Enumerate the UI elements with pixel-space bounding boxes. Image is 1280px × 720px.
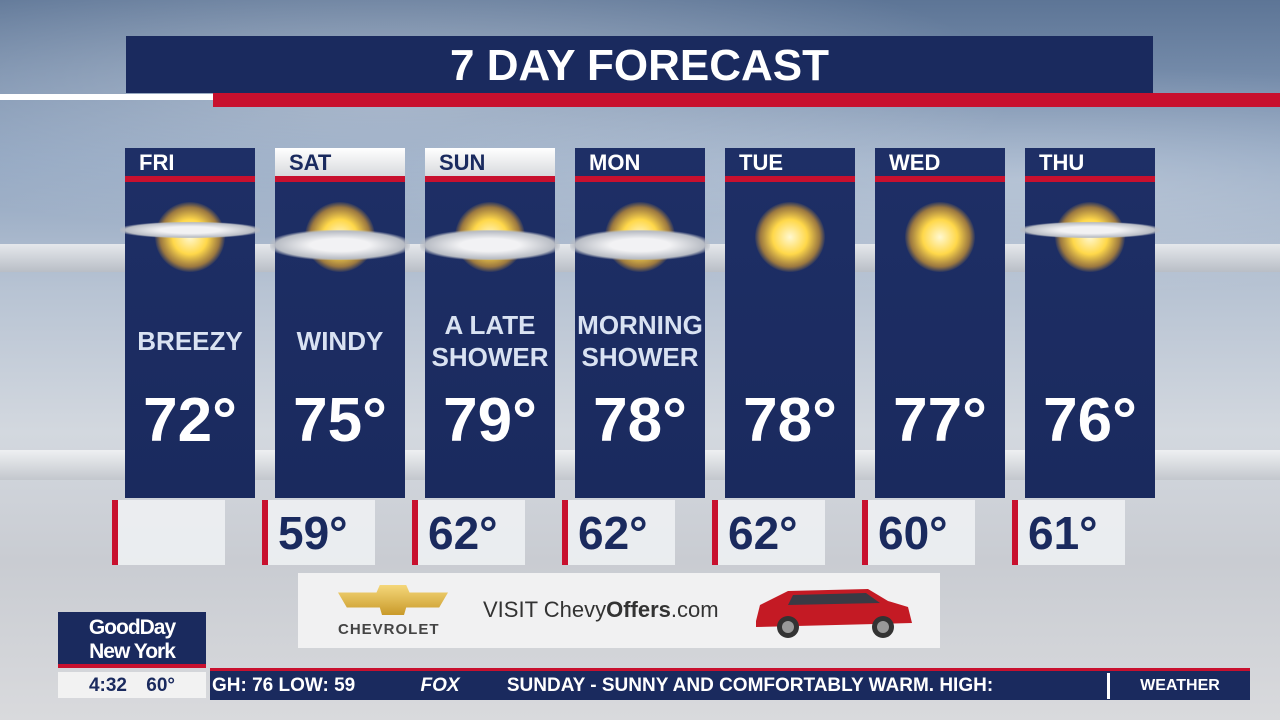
condition-text: MORNING SHOWER xyxy=(577,310,703,372)
show-logo: GoodDay New York xyxy=(58,612,206,668)
low-temp: 60° xyxy=(862,500,975,565)
condition-text xyxy=(1025,296,1155,386)
partly-cloudy-sun-icon xyxy=(1020,182,1160,302)
divider xyxy=(725,176,855,182)
sun-icon xyxy=(725,182,855,302)
low-temp: 61° xyxy=(1012,500,1125,565)
low-temp: 62° xyxy=(562,500,675,565)
high-temp: 78° xyxy=(743,386,837,455)
day-label: THU xyxy=(1039,150,1085,175)
ad-text: VISIT ChevyOffers.com xyxy=(483,597,719,622)
low-temp: 62° xyxy=(412,500,525,565)
divider xyxy=(213,93,1280,107)
condition-text xyxy=(875,296,1005,386)
condition-text: BREEZY xyxy=(137,326,243,356)
low-temp xyxy=(112,500,225,565)
day-label: WED xyxy=(889,150,941,175)
condition-text xyxy=(725,296,855,386)
low-temp: 62° xyxy=(712,500,825,565)
divider xyxy=(425,176,555,182)
condition-text: WINDY xyxy=(296,326,384,356)
high-temp: 72° xyxy=(143,386,237,455)
ticker-label: WEATHER xyxy=(1110,671,1250,700)
divider xyxy=(0,94,213,100)
divider xyxy=(275,176,405,182)
time-temp: 4:32 60° xyxy=(58,672,206,698)
forecast-day-fri: FRI BREEZY 72° xyxy=(120,148,260,498)
partly-cloudy-sun-icon xyxy=(120,182,260,302)
forecast-day-mon: MON MORNING SHOWER 78° xyxy=(570,148,710,498)
forecast-day-sat: SAT WINDY 75° xyxy=(270,148,410,498)
sun-icon xyxy=(875,182,1005,302)
forecast-day-sun: SUN A LATE SHOWER 79° xyxy=(420,148,560,498)
forecast-day-wed: WED 77° xyxy=(875,148,1005,498)
divider xyxy=(1107,673,1110,699)
fox-logo: FOX xyxy=(420,675,460,696)
day-label: MON xyxy=(589,150,641,175)
forecast-day-thu: THU 76° xyxy=(1020,148,1160,498)
high-temp: 77° xyxy=(893,386,987,455)
forecast-day-tue: TUE 78° xyxy=(725,148,855,498)
divider xyxy=(1025,176,1155,182)
high-temp: 75° xyxy=(293,386,387,455)
chevrolet-logo-icon xyxy=(338,585,448,615)
news-ticker: GH: 76 LOW: 59 FOX SUNDAY - SUNNY AND CO… xyxy=(210,668,1250,700)
high-temp: 76° xyxy=(1043,386,1137,455)
day-label: TUE xyxy=(739,150,783,175)
ad-brand: CHEVROLET xyxy=(338,621,440,638)
divider xyxy=(875,176,1005,182)
page-title: 7 DAY FORECAST xyxy=(126,36,1153,93)
day-label: SUN xyxy=(425,148,555,176)
high-temp: 79° xyxy=(443,386,537,455)
advertisement[interactable]: CHEVROLET VISIT ChevyOffers.com xyxy=(298,573,940,648)
low-temp: 59° xyxy=(262,500,375,565)
day-label: SAT xyxy=(275,148,405,176)
mostly-cloudy-sun-icon xyxy=(420,182,560,302)
divider xyxy=(125,176,255,182)
mostly-cloudy-sun-icon xyxy=(270,182,410,302)
condition-text: A LATE SHOWER xyxy=(431,310,549,372)
high-temp: 78° xyxy=(593,386,687,455)
divider xyxy=(575,176,705,182)
day-label: FRI xyxy=(139,150,175,175)
mostly-cloudy-sun-icon xyxy=(570,182,710,302)
car-image xyxy=(756,589,912,638)
